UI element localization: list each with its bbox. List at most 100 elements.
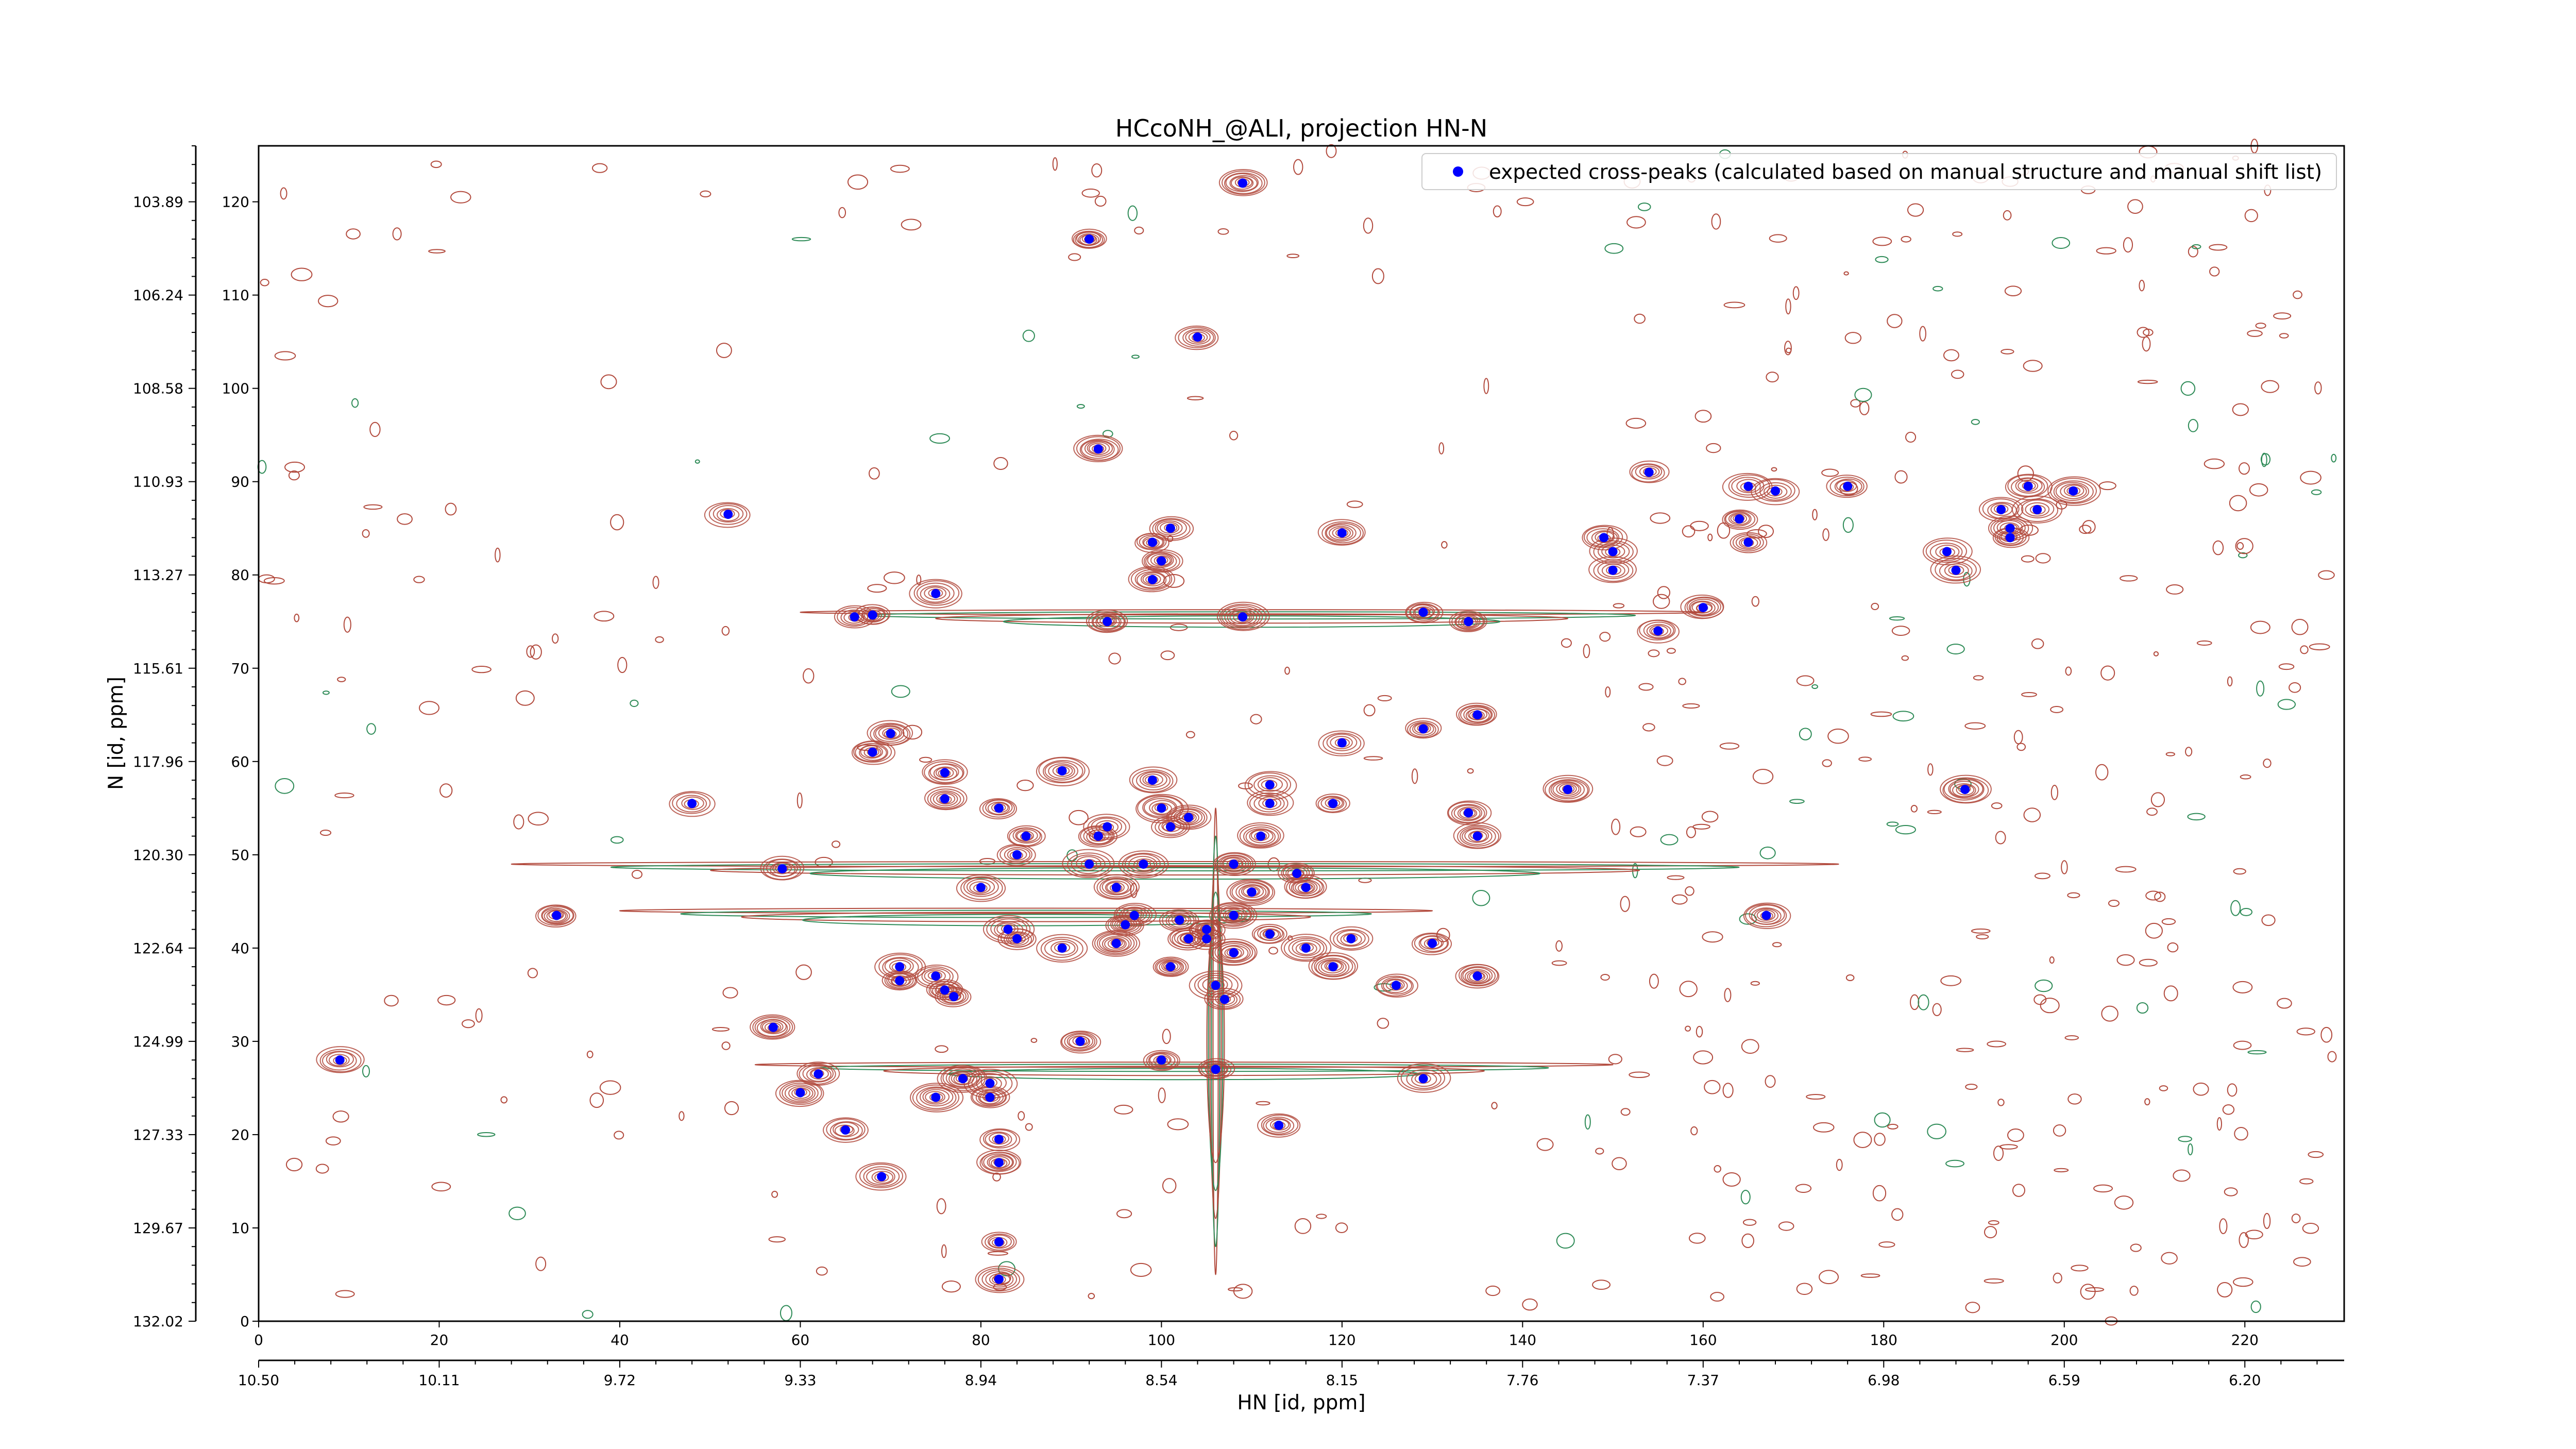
noise-contour (993, 1272, 1011, 1284)
ridge-contour (754, 1062, 1614, 1068)
expected-peak-marker (1247, 887, 1257, 897)
noise-contour (1987, 1040, 2007, 1048)
peak-contour (1413, 606, 1434, 619)
peak-contour (1759, 482, 1792, 501)
noise-contour (1984, 1226, 1997, 1239)
peak-contour (1015, 829, 1038, 843)
peak-contour (1377, 975, 1414, 997)
noise-contour (2196, 640, 2212, 646)
ridge-contour (741, 912, 1311, 922)
noise-contour (1750, 981, 1760, 986)
peak-contour (1751, 907, 1782, 925)
peak-contour (1044, 761, 1079, 781)
peak-contour (1690, 600, 1716, 616)
peak-contour (937, 987, 969, 1005)
peak-contour (1060, 1031, 1101, 1054)
expected-peak-marker (1346, 934, 1356, 943)
noise-contour (795, 964, 812, 980)
peak-contour (1545, 777, 1590, 803)
expected-peak-marker (868, 610, 877, 620)
noise-contour (2163, 985, 2178, 1002)
x-ppm-tick-label: 10.50 (238, 1372, 279, 1389)
expected-peak-marker (976, 883, 986, 892)
expected-peak-marker (1129, 911, 1139, 920)
noise-contour (2191, 244, 2201, 249)
noise-contour (768, 1236, 786, 1243)
peak-contour (1231, 881, 1270, 903)
noise-contour (2261, 380, 2279, 393)
peak-contour (1375, 973, 1418, 998)
noise-contour (2240, 907, 2253, 916)
peak-contour (1739, 537, 1758, 549)
noise-contour (1741, 1233, 1754, 1249)
noise-contour (2052, 237, 2071, 249)
legend-marker (1453, 166, 1463, 177)
noise-contour (2095, 764, 2109, 781)
peak-contour (987, 1154, 1013, 1170)
legend-label: expected cross-peaks (calculated based o… (1489, 161, 2322, 184)
noise-contour (1993, 1145, 2004, 1161)
peak-contour (2053, 480, 2094, 503)
peak-contour (1230, 176, 1254, 190)
peak-contour (1464, 969, 1490, 984)
peak-contour (930, 790, 961, 808)
noise-contour (2256, 680, 2265, 697)
noise-contour (890, 164, 910, 173)
peak-contour (1094, 931, 1138, 955)
peak-contour (1129, 766, 1178, 794)
noise-contour (2139, 958, 2158, 967)
noise-contour (1611, 818, 1621, 835)
noise-contour (1652, 594, 1670, 609)
peak-contour (676, 795, 707, 813)
noise-contour (2143, 328, 2154, 336)
peak-contour (1453, 804, 1483, 821)
peak-contour (1142, 536, 1163, 549)
noise-contour (2153, 651, 2159, 656)
expected-peak-marker (1084, 859, 1094, 869)
expected-peak-marker (552, 911, 562, 920)
noise-contour (1467, 768, 1474, 774)
expected-peak-marker (1057, 766, 1067, 776)
expected-peak-marker (1093, 831, 1103, 841)
expected-peak-marker (1265, 929, 1275, 939)
y-index-tick-label: 20 (231, 1126, 249, 1143)
noise-contour (530, 644, 542, 660)
noise-contour (2053, 1272, 2062, 1284)
noise-contour (2101, 1005, 2119, 1022)
peak-contour (713, 505, 744, 523)
peak-contour (1283, 936, 1327, 961)
peak-contour (1462, 828, 1493, 845)
peak-contour (1420, 935, 1444, 950)
peak-contour (1317, 796, 1347, 813)
peak-contour (1550, 780, 1585, 800)
peak-contour (1156, 959, 1184, 975)
noise-contour (1845, 974, 1855, 982)
peak-contour (989, 1273, 1011, 1286)
peak-contour (833, 1122, 859, 1137)
noise-contour (1907, 203, 1924, 217)
peak-contour (963, 877, 999, 897)
x-index-tick-label: 120 (1328, 1332, 1355, 1349)
noise-contour (2159, 1085, 2168, 1091)
peak-contour (1247, 772, 1292, 797)
peak-contour (829, 1121, 863, 1140)
peak-contour (1143, 798, 1178, 817)
noise-contour (724, 1101, 739, 1116)
noise-contour (1933, 285, 1943, 292)
noise-contour (1860, 1273, 1880, 1278)
noise-contour (1642, 723, 1655, 732)
peak-contour (1235, 882, 1269, 901)
noise-contour (431, 1182, 451, 1192)
peak-contour (1449, 611, 1487, 632)
peak-contour (1006, 932, 1029, 946)
peak-contour (927, 788, 964, 810)
ridge-contour (1003, 615, 1501, 628)
expected-peak-marker (1229, 859, 1239, 869)
peak-contour (1155, 958, 1187, 976)
noise-contour (1167, 1118, 1189, 1131)
noise-contour (2233, 868, 2246, 875)
noise-contour (2145, 890, 2162, 901)
peak-contour (1593, 559, 1634, 582)
expected-peak-marker (1139, 859, 1148, 869)
noise-contour (1719, 743, 1740, 750)
